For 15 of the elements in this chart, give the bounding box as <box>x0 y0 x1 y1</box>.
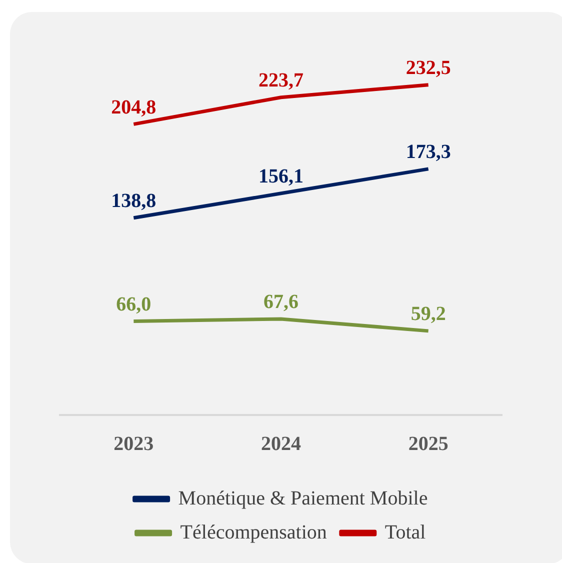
data-label: 223,7 <box>258 70 304 92</box>
data-label: 59,2 <box>410 303 446 326</box>
data-label: 66,0 <box>116 293 152 316</box>
data-label: 204,8 <box>111 96 156 118</box>
data-label: 138,8 <box>111 190 156 212</box>
data-label: 67,6 <box>264 291 298 314</box>
data-label: 156,1 <box>258 166 304 188</box>
x-tick-label: 2025 <box>408 433 448 456</box>
legend-label: Total <box>384 521 426 544</box>
legend-label: Monétique & Paiement Mobile <box>178 487 428 510</box>
data-label: 173,3 <box>406 141 451 164</box>
x-tick-label: 2024 <box>261 433 301 456</box>
x-tick-label: 2023 <box>114 433 154 456</box>
data-label: 232,5 <box>406 57 451 80</box>
legend-label: Télécompensation <box>180 521 327 544</box>
